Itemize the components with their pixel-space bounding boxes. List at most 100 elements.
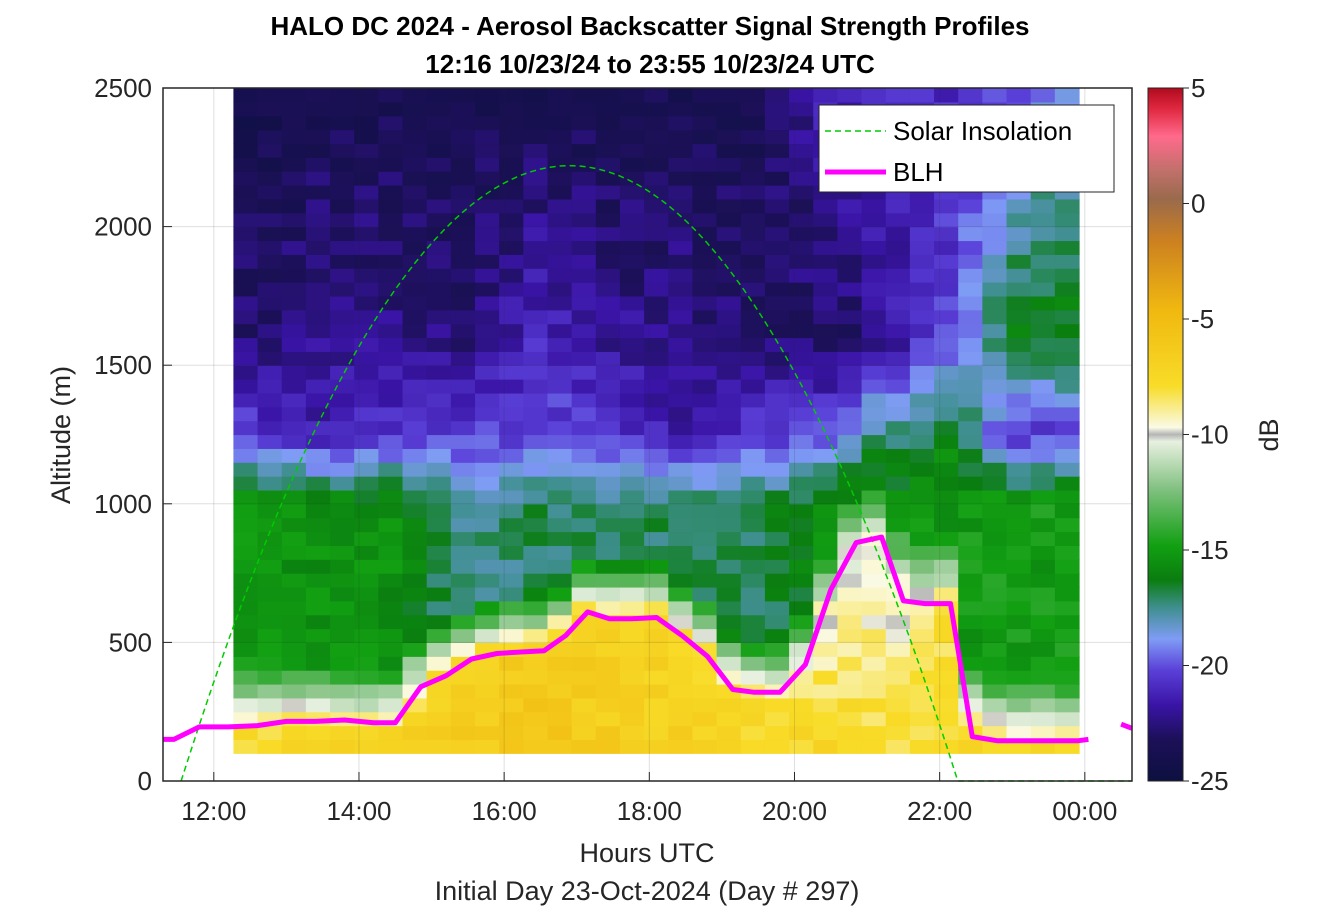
heatmap-cell <box>330 573 355 588</box>
heatmap-cell <box>499 559 524 574</box>
heatmap-cell <box>1006 725 1032 741</box>
heatmap-cell <box>934 282 959 297</box>
heatmap-cell <box>426 226 452 242</box>
heatmap-cell <box>595 489 621 505</box>
heatmap-cell <box>982 670 1008 685</box>
heatmap-cell <box>233 628 259 643</box>
heatmap-cell <box>499 586 524 602</box>
heatmap-cell <box>789 573 814 588</box>
heatmap-cell <box>692 295 718 311</box>
heatmap-cell <box>837 697 863 713</box>
heatmap-cell <box>716 503 742 519</box>
heatmap-cell <box>402 143 428 158</box>
heatmap-cell <box>402 642 428 657</box>
heatmap-cell <box>861 268 887 283</box>
heatmap-cell <box>1006 254 1032 269</box>
heatmap-cell <box>378 254 404 269</box>
heatmap-cell <box>523 420 549 436</box>
heatmap-cell <box>885 295 911 311</box>
heatmap-cell <box>475 573 500 588</box>
heatmap-cell <box>330 462 355 477</box>
heatmap-cell <box>716 573 742 588</box>
heatmap-cell <box>668 101 694 117</box>
heatmap-cell <box>402 462 428 477</box>
heatmap-cell <box>233 295 259 311</box>
heatmap-cell <box>740 295 766 311</box>
heatmap-cell <box>402 670 428 685</box>
heatmap-cell <box>523 739 549 754</box>
heatmap-cell <box>281 642 307 657</box>
heatmap-cell <box>813 212 839 228</box>
heatmap-cell <box>740 171 766 186</box>
heatmap-cell <box>909 351 935 366</box>
heatmap-cell <box>378 143 404 158</box>
heatmap-cell <box>982 711 1008 727</box>
heatmap-cell <box>1054 254 1080 269</box>
heatmap-cell <box>958 614 983 630</box>
heatmap-cell <box>305 642 331 657</box>
heatmap-cell <box>668 739 694 754</box>
heatmap-cell <box>909 462 935 477</box>
heatmap-cell <box>1054 489 1080 505</box>
heatmap-cell <box>619 476 645 491</box>
heatmap-cell <box>668 226 694 242</box>
heatmap-cell <box>571 392 597 408</box>
heatmap-cell <box>668 545 694 560</box>
heatmap-cell <box>547 254 573 269</box>
heatmap-cell <box>813 365 839 380</box>
heatmap-cell <box>740 268 766 283</box>
heatmap-cell <box>764 309 790 325</box>
heatmap-cell <box>402 365 428 380</box>
heatmap-cell <box>426 143 452 158</box>
heatmap-cell <box>354 683 379 699</box>
heatmap-cell <box>571 337 597 352</box>
heatmap-cell <box>402 185 428 200</box>
heatmap-cell <box>233 448 259 463</box>
heatmap-cell <box>499 462 524 477</box>
heatmap-cell <box>475 351 500 366</box>
heatmap-cell <box>523 254 549 269</box>
heatmap-cell <box>813 670 839 685</box>
heatmap-cell <box>934 448 959 463</box>
x-tick-label: 12:00 <box>181 796 246 826</box>
heatmap-cell <box>305 683 331 699</box>
heatmap-cell <box>1054 379 1080 394</box>
heatmap-cell <box>257 628 283 643</box>
heatmap-cell <box>233 212 259 228</box>
heatmap-cell <box>475 503 500 519</box>
heatmap-cell <box>475 586 500 602</box>
heatmap-cell <box>692 143 718 158</box>
heatmap-cell <box>233 420 259 436</box>
heatmap-cell <box>281 309 307 325</box>
heatmap-cell <box>692 254 718 269</box>
heatmap-cell <box>450 614 476 630</box>
colorbar-tick-label: -10 <box>1191 420 1229 450</box>
heatmap-cell <box>499 406 524 422</box>
heatmap-cell <box>595 254 621 269</box>
heatmap-cell <box>982 365 1008 380</box>
heatmap-cell <box>740 628 766 643</box>
heatmap-cell <box>426 406 452 422</box>
heatmap-cell <box>571 503 597 519</box>
heatmap-cell <box>281 212 307 228</box>
heatmap-cell <box>885 517 911 533</box>
heatmap-cell <box>330 697 355 713</box>
heatmap-cell <box>450 309 476 325</box>
heatmap-cell <box>523 101 549 117</box>
heatmap-cell <box>330 115 355 131</box>
heatmap-cell <box>1006 573 1032 588</box>
heatmap-cell <box>547 337 573 352</box>
heatmap-cell <box>668 573 694 588</box>
heatmap-cell <box>426 586 452 602</box>
heatmap-cell <box>257 670 283 685</box>
heatmap-cell <box>1030 226 1056 242</box>
heatmap-cell <box>257 254 283 269</box>
heatmap-cell <box>692 129 718 145</box>
heatmap-cell <box>571 365 597 380</box>
heatmap-cell <box>764 88 790 103</box>
heatmap-cell <box>764 185 790 200</box>
legend-label-blh: BLH <box>893 157 944 187</box>
heatmap-cell <box>716 254 742 269</box>
heatmap-cell <box>402 711 428 727</box>
heatmap-cell <box>740 573 766 588</box>
